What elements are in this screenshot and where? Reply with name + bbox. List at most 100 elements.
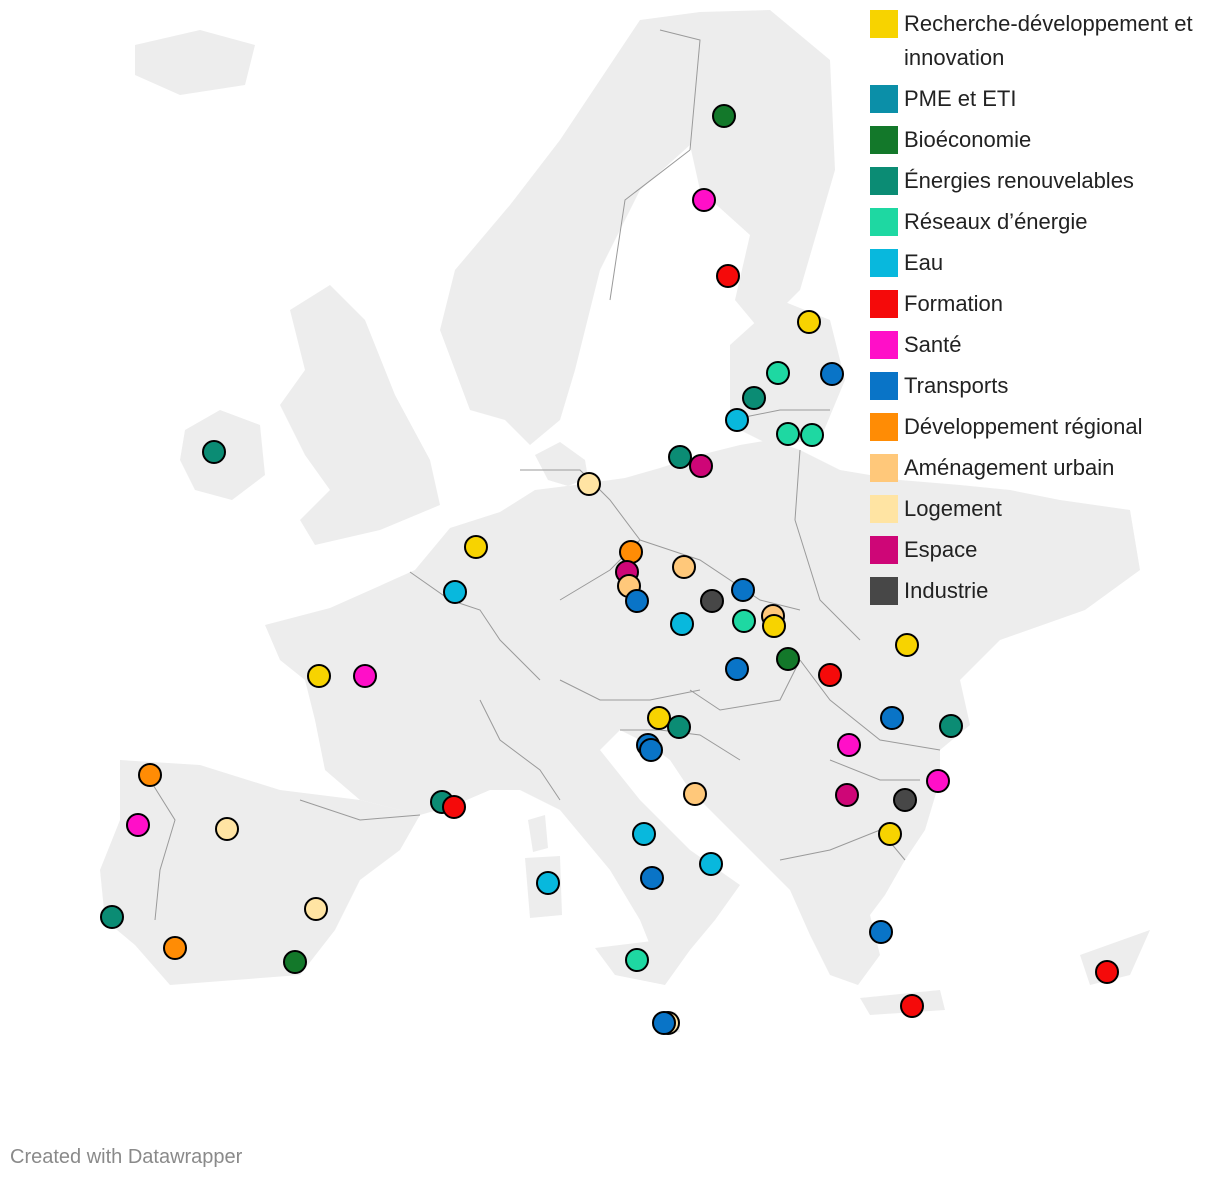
project-marker[interactable] [725,657,749,681]
project-marker[interactable] [869,920,893,944]
legend-label: Développement régional [904,414,1143,439]
legend-item: Santé [870,331,1210,362]
project-marker[interactable] [893,788,917,812]
project-marker[interactable] [776,647,800,671]
project-marker[interactable] [683,782,707,806]
border-line [689,659,801,711]
project-marker[interactable] [939,714,963,738]
legend-swatch [870,536,898,564]
project-marker[interactable] [895,633,919,657]
project-markers [100,104,1119,1035]
project-marker[interactable] [577,472,601,496]
project-marker[interactable] [725,408,749,432]
project-marker[interactable] [742,386,766,410]
project-marker[interactable] [307,664,331,688]
britain-land [280,285,440,545]
project-marker[interactable] [668,445,692,469]
border-line [559,679,701,701]
legend-item: Recherche-développement et innovation [870,10,1210,75]
legend-item: Espace [870,536,1210,567]
legend-label: PME et ETI [904,86,1017,111]
project-marker[interactable] [667,715,691,739]
border-line [639,539,801,611]
project-marker[interactable] [138,763,162,787]
legend-label: Réseaux d’énergie [904,209,1088,234]
project-marker[interactable] [716,264,740,288]
project-marker[interactable] [797,310,821,334]
denmark-land [535,442,588,486]
project-marker[interactable] [731,578,755,602]
legend-swatch [870,331,898,359]
border-line [520,469,641,601]
legend-item: Industrie [870,577,1210,608]
project-marker[interactable] [647,706,671,730]
project-marker[interactable] [766,361,790,385]
project-marker[interactable] [126,813,150,837]
legend-swatch [870,577,898,605]
project-marker[interactable] [304,897,328,921]
scandinavia-land [440,10,835,445]
project-marker[interactable] [353,664,377,688]
project-marker[interactable] [442,795,466,819]
project-marker[interactable] [464,535,488,559]
legend-swatch [870,290,898,318]
legend-swatch [870,495,898,523]
project-marker[interactable] [880,706,904,730]
project-marker[interactable] [640,866,664,890]
corsica-land [528,815,548,852]
project-marker[interactable] [536,871,560,895]
project-marker[interactable] [692,188,716,212]
legend-swatch [870,413,898,441]
legend-label: Formation [904,291,1004,316]
country-borders [149,29,941,921]
project-marker[interactable] [619,540,643,564]
legend-swatch [870,249,898,277]
legend-label: Espace [904,537,978,562]
project-marker[interactable] [632,822,656,846]
project-marker[interactable] [700,589,724,613]
legend-label: Énergies renouvelables [904,168,1134,193]
border-line [659,29,701,151]
legend-item: Formation [870,290,1210,321]
project-marker[interactable] [202,440,226,464]
project-marker[interactable] [820,362,844,386]
project-marker[interactable] [652,1011,676,1035]
project-marker[interactable] [818,663,842,687]
legend-item: Transports [870,372,1210,403]
project-marker[interactable] [100,905,124,929]
legend-swatch [870,167,898,195]
project-marker[interactable] [926,769,950,793]
project-marker[interactable] [762,614,786,638]
legend-item: Logement [870,495,1210,526]
legend-swatch [870,454,898,482]
border-line [794,449,861,641]
project-marker[interactable] [670,612,694,636]
project-marker[interactable] [800,423,824,447]
project-marker[interactable] [776,422,800,446]
project-marker[interactable] [443,580,467,604]
project-marker[interactable] [699,852,723,876]
legend-swatch [870,208,898,236]
project-marker[interactable] [672,555,696,579]
project-marker[interactable] [837,733,861,757]
project-marker[interactable] [1095,960,1119,984]
legend-label: Bioéconomie [904,127,1032,152]
credit-text: Created with Datawrapper [10,1146,243,1168]
project-marker[interactable] [625,589,649,613]
project-marker[interactable] [835,783,859,807]
project-marker[interactable] [712,104,736,128]
legend-item: Eau [870,249,1210,280]
legend-label: Transports [904,373,1009,398]
border-line [479,699,561,801]
project-marker[interactable] [163,936,187,960]
project-marker[interactable] [689,454,713,478]
project-marker[interactable] [283,950,307,974]
project-marker[interactable] [732,609,756,633]
project-marker[interactable] [639,738,663,762]
legend-swatch [870,10,898,38]
project-marker[interactable] [900,994,924,1018]
project-marker[interactable] [215,817,239,841]
project-marker[interactable] [625,948,649,972]
project-marker[interactable] [878,822,902,846]
